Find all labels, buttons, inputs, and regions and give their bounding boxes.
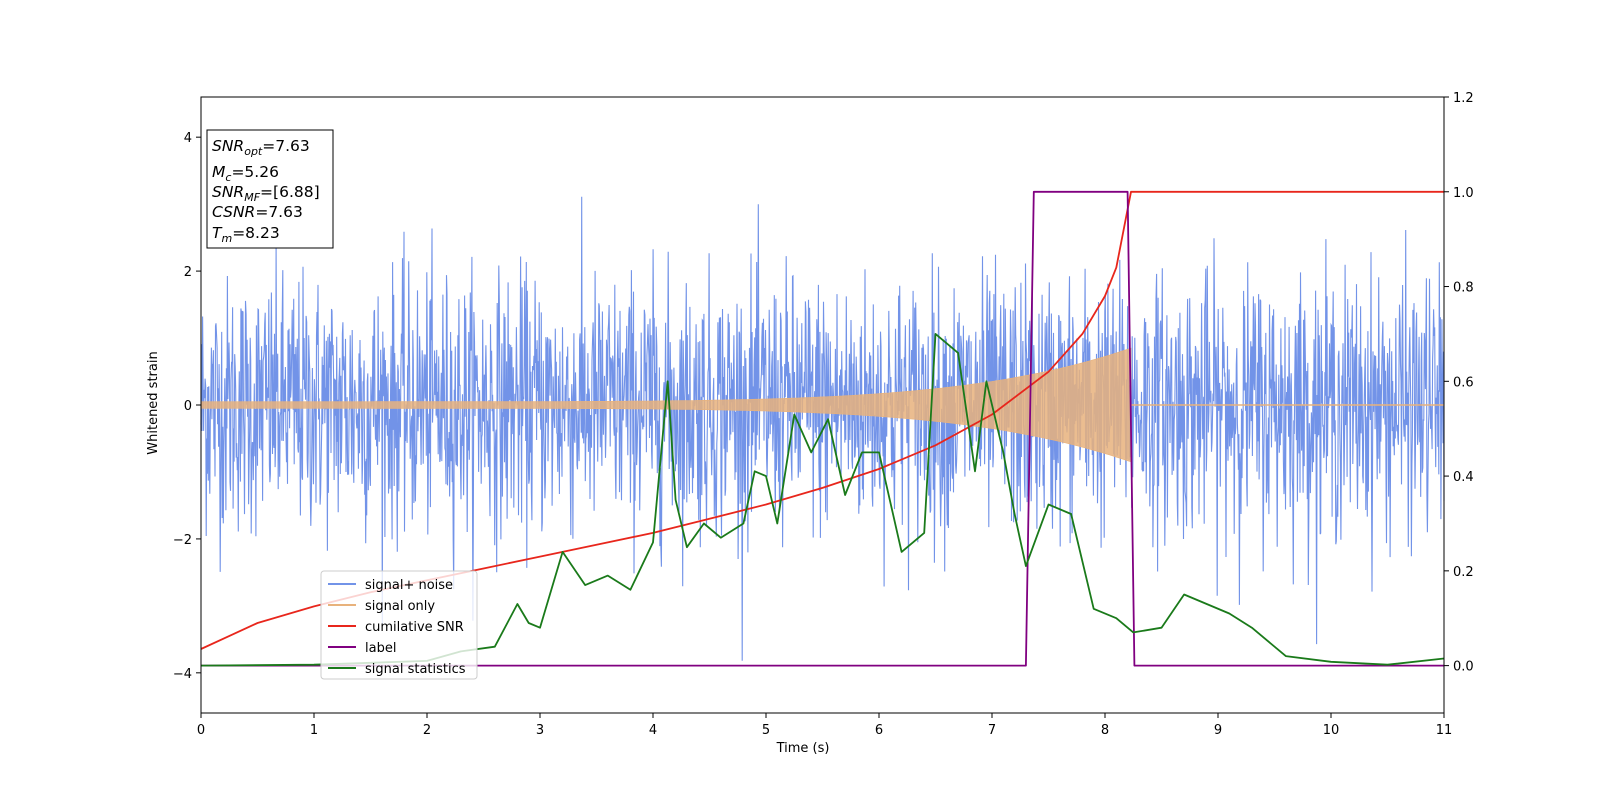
legend-label: cumilative SNR [365, 620, 464, 635]
series-signal-statistics-line [200, 332, 1445, 667]
info-line: SNRopt=7.63 [212, 137, 310, 158]
plot-layer [200, 190, 1445, 667]
legend-label: signal+ noise [365, 578, 453, 593]
legend-label: label [365, 641, 396, 656]
axes-layer: 0 1 2 3 4 5 6 7 8 9 10 11 −4 −2 0 2 4 0.0 0.2 0.4 0.6 0.8 1.0 1… [173, 91, 1474, 738]
y-right-tick-label: 0.4 [1453, 470, 1474, 485]
y-left-tick-label: −4 [173, 667, 192, 682]
info-line: Tm=8.23 [212, 224, 280, 245]
y-left-tick-label: 2 [184, 265, 192, 280]
y-left-tick-label: 0 [184, 399, 192, 414]
x-tick-label: 1 [310, 723, 318, 738]
y-left-tick-label: 4 [184, 131, 192, 146]
x-tick-label: 2 [423, 723, 431, 738]
x-axis-label: Time (s) [776, 741, 830, 756]
legend-box [320, 570, 478, 680]
x-tick-label: 11 [1436, 723, 1453, 738]
info-line: SNRMF=[6.88] [212, 183, 320, 204]
x-tick-label: 8 [1101, 723, 1109, 738]
info-box-frame [206, 129, 334, 249]
info-line: Mc=5.26 [212, 163, 279, 184]
y-right-tick-label: 0.0 [1453, 660, 1474, 675]
legend: signal+ noise signal only cumilative SNR la… [320, 570, 478, 680]
legend-label: signal only [365, 599, 435, 614]
legend-label: signal statistics [365, 662, 466, 677]
x-tick-label: 6 [875, 723, 883, 738]
series-label-line [201, 190, 1444, 667]
x-tick-label: 5 [762, 723, 770, 738]
x-tick-label: 3 [536, 723, 544, 738]
y-right-tick-label: 0.6 [1453, 375, 1474, 390]
x-tick-label: 9 [1214, 723, 1222, 738]
x-tick-label: 0 [197, 723, 205, 738]
series-signal-noise-line [200, 196, 1445, 661]
y-left-tick-label: −2 [173, 533, 192, 548]
y-right-tick-label: 0.2 [1453, 565, 1474, 580]
y-axis-label: Whitened strain [146, 351, 161, 454]
x-tick-label: 10 [1323, 723, 1340, 738]
x-tick-label: 7 [988, 723, 996, 738]
y-right-tick-label: 1.0 [1453, 186, 1474, 201]
info-line: CSNR=7.63 [212, 203, 303, 221]
y-right-tick-label: 0.8 [1453, 281, 1474, 296]
y-right-tick-label: 1.2 [1453, 91, 1474, 106]
x-tick-label: 4 [649, 723, 657, 738]
